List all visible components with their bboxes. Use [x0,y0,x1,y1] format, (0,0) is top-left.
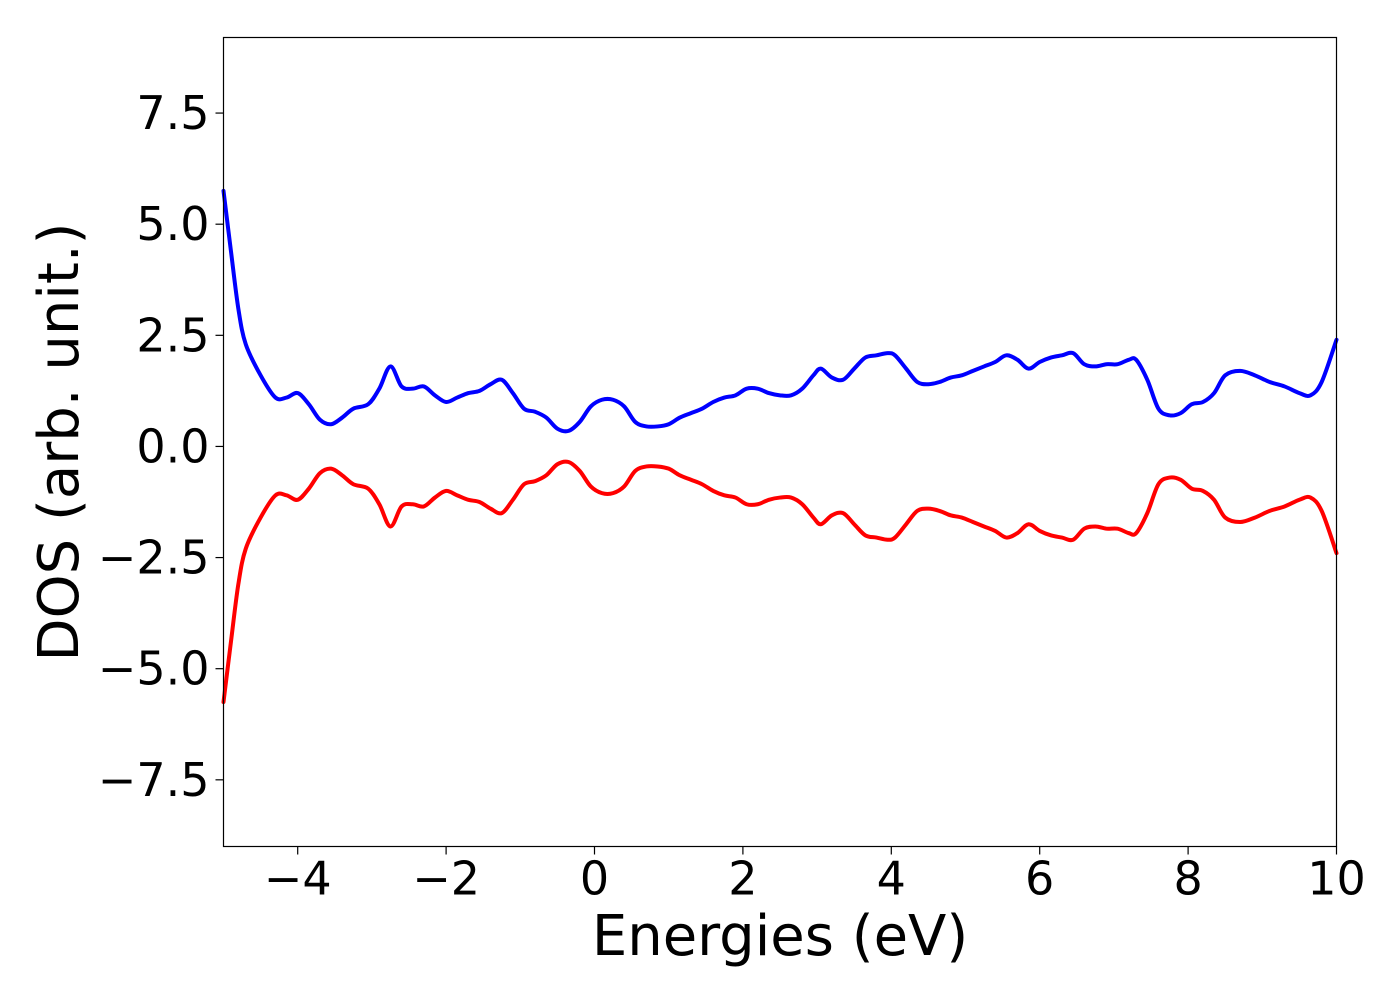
series-line-1 [221,459,1339,705]
y-tick-label: 7.5 [136,86,209,140]
x-tick-label: 4 [877,852,906,906]
x-tick-label: 2 [728,852,757,906]
y-axis-ticks: −7.5 −5.0 −2.5 0.0 2.5 5.0 7.5 [98,86,224,807]
y-tick-label: 0.0 [136,419,209,473]
x-tick-label: 0 [580,852,609,906]
y-tick-label: 5.0 [136,197,209,251]
y-tick-label: −5.0 [98,642,210,696]
y-tick-label: 2.5 [136,308,209,362]
x-tick-label: 6 [1025,852,1054,906]
plot-frame [222,36,1338,848]
x-tick-label: −2 [412,852,480,906]
plot-lines [221,188,1339,705]
series-line-0 [221,188,1339,434]
x-tick-label: 8 [1173,852,1202,906]
y-tick-label: −7.5 [98,753,210,807]
x-axis-label: Energies (eV) [592,904,968,969]
y-axis-label: DOS (arb. unit.) [27,222,92,661]
y-tick-label: −2.5 [98,531,210,585]
x-axis-ticks: −4 −2 0 2 4 6 8 10 [264,846,1366,906]
x-tick-label: 10 [1307,852,1366,906]
x-tick-label: −4 [264,852,332,906]
